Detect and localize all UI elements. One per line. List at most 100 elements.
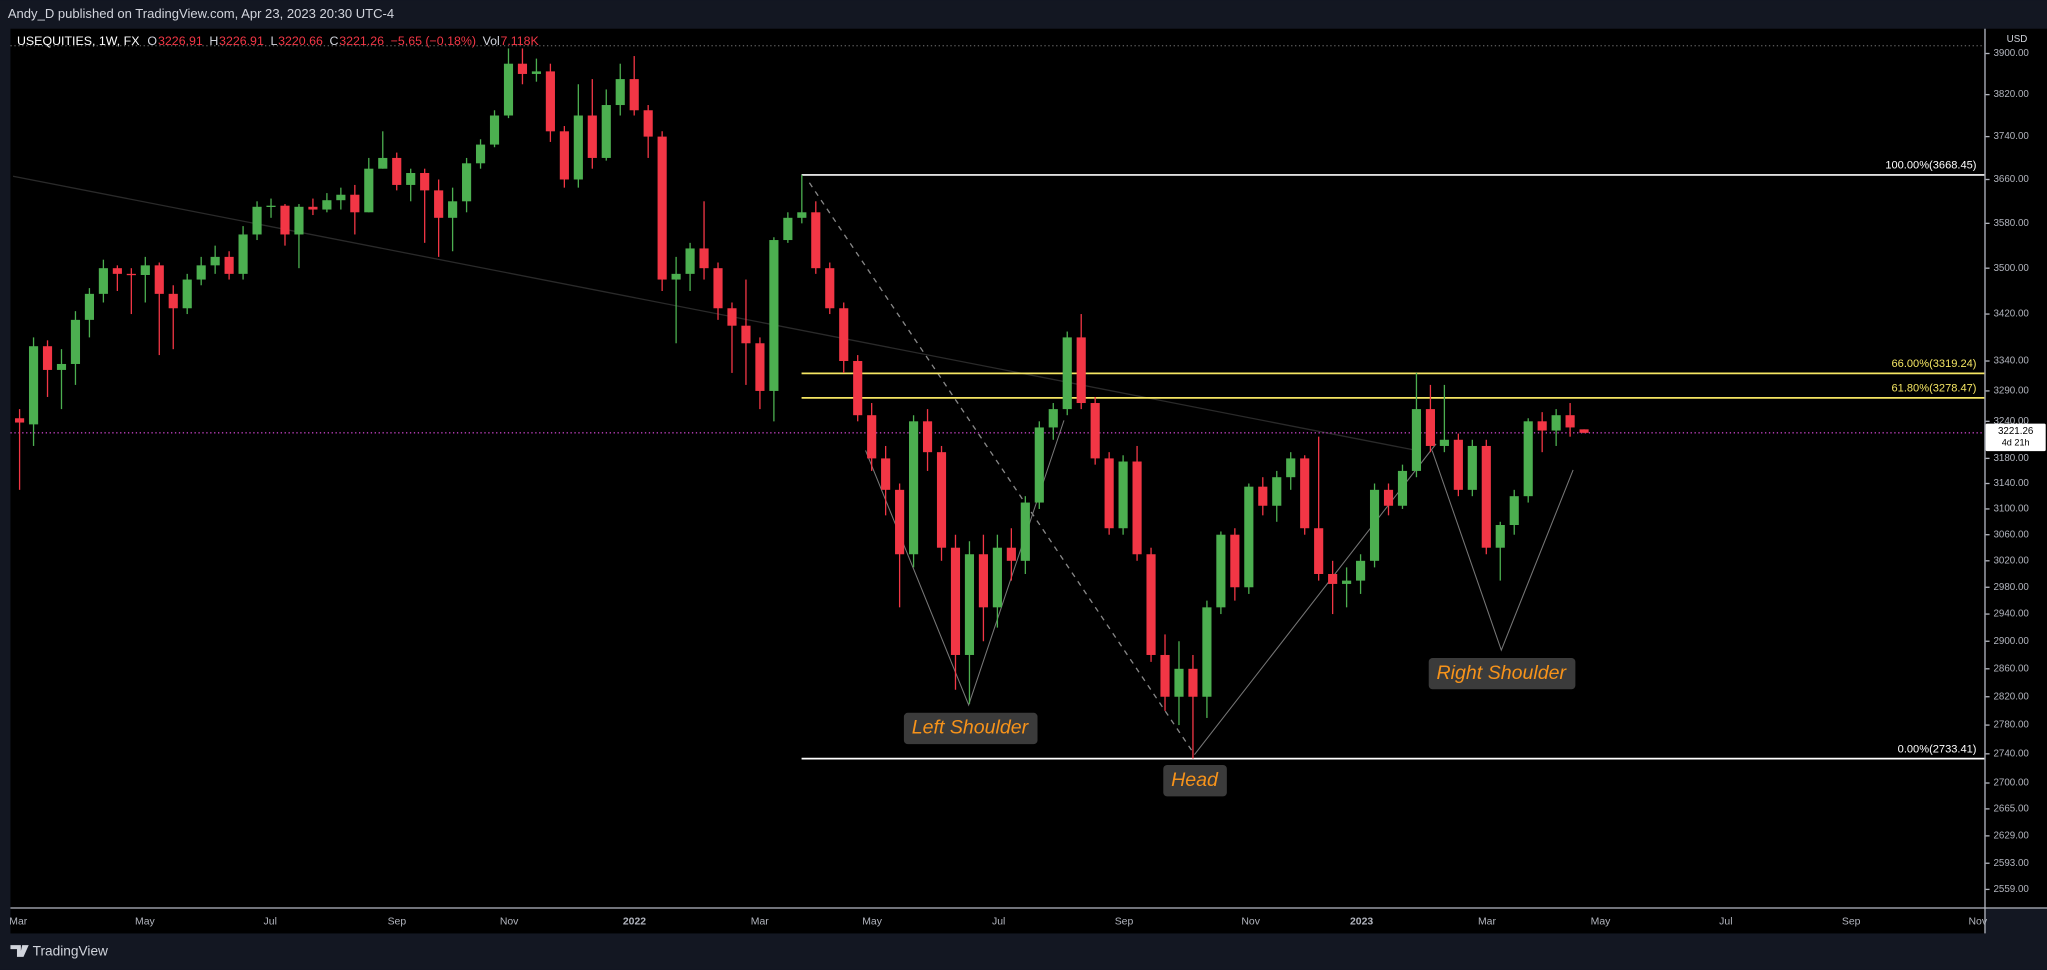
x-tick-label: Jul (1719, 916, 1732, 927)
candle-body (1188, 668, 1198, 697)
candle-body (517, 63, 528, 74)
y-tick-label: 3900.00 (1993, 48, 2029, 59)
price-axis (1985, 28, 2047, 908)
candle-body (350, 194, 360, 213)
x-tick-label: Nov (500, 916, 519, 927)
legend-key: O (147, 34, 157, 48)
candle-body (727, 308, 737, 326)
fib-label: 0.00%(2733.41) (1898, 743, 1977, 755)
candle-body (853, 361, 863, 416)
candle-body (1118, 461, 1128, 529)
candle-body (1272, 477, 1282, 506)
candle-body (1523, 421, 1533, 497)
candle-body (1411, 409, 1422, 471)
candle-body (978, 554, 988, 608)
candle-body (783, 217, 793, 241)
candle-body (895, 489, 905, 555)
candle-body (1076, 337, 1086, 404)
last-price-label: 3221.26 (1998, 426, 2034, 437)
y-tick-label: 3100.00 (1993, 504, 2029, 515)
fib-label: 100.00%(3668.45) (1885, 160, 1976, 172)
candle-body (1565, 415, 1575, 428)
candle-body (378, 157, 388, 169)
candle-body (42, 346, 53, 370)
legend-value: 3220.66 (278, 34, 323, 48)
x-tick-label: May (135, 916, 155, 927)
candle-body (1132, 461, 1142, 555)
candle-body (98, 268, 108, 294)
candle-body (1467, 445, 1477, 490)
candle-body (196, 265, 206, 280)
x-tick-label: Mar (9, 916, 27, 927)
candle-body (1328, 573, 1338, 584)
candle-body (811, 212, 821, 269)
legend-key: Vol (483, 34, 500, 48)
y-tick-label: 3340.00 (1993, 356, 2029, 367)
brand: TradingView (33, 943, 108, 958)
candle-body (308, 206, 318, 210)
candle-body (280, 205, 290, 235)
candle-body (922, 421, 933, 453)
annotation-box (1428, 657, 1576, 690)
candle-body (154, 265, 164, 294)
legend-value: 3221.26 (339, 34, 384, 48)
legend-value: 7.118K (500, 34, 539, 48)
candle-body (1481, 445, 1491, 548)
y-tick-label: 2559.00 (1993, 884, 2029, 895)
candle-body (420, 173, 430, 191)
candle-body (1551, 415, 1561, 431)
candle-body (587, 115, 597, 158)
candle-body (643, 110, 653, 137)
y-tick-label: 3580.00 (1993, 218, 2029, 229)
candle-body (294, 206, 304, 235)
candle-body (1537, 421, 1547, 431)
dashed-line (808, 182, 1196, 755)
y-tick-label: 2980.00 (1993, 582, 2029, 593)
candle-body (1034, 427, 1044, 503)
candle-body (1383, 489, 1394, 506)
candle-body (755, 343, 765, 391)
plot-area (10, 28, 1985, 908)
candle-body (1202, 607, 1212, 697)
x-tick-label: Mar (1478, 916, 1496, 927)
y-tick-label: 2593.00 (1993, 858, 2029, 869)
candle-body (964, 554, 975, 655)
fib-label: 66.00%(3319.24) (1892, 358, 1977, 370)
candle-body (364, 168, 374, 213)
y-tick-label: 3740.00 (1993, 131, 2029, 142)
candle-body (545, 71, 555, 132)
x-tick-label: Nov (1969, 916, 1988, 927)
x-tick-label: 2022 (623, 916, 646, 927)
y-tick-label: 3500.00 (1993, 263, 2029, 274)
x-tick-label: Sep (1115, 916, 1134, 927)
x-tick-label: Mar (751, 916, 769, 927)
candle-body (112, 268, 122, 274)
symbol: USEQUITIES, 1W, FX (17, 34, 140, 48)
candle-body (769, 240, 779, 391)
candle-body (1509, 496, 1519, 526)
y-tick-label: 2740.00 (1993, 748, 2029, 759)
candle-body (573, 115, 583, 180)
candle-body (1258, 486, 1268, 506)
y-tick-label: 3240.00 (1993, 416, 2029, 427)
candle-body (140, 265, 150, 275)
candle-body (1146, 554, 1156, 655)
candle-body (1495, 525, 1505, 548)
last-price-box (1985, 423, 2046, 452)
candle-body (1369, 489, 1380, 561)
candle-body (1174, 668, 1184, 697)
trend-line (12, 175, 1417, 452)
x-tick-label: Nov (1241, 916, 1260, 927)
candle-body (1579, 429, 1589, 433)
x-tick-label: Jul (264, 916, 277, 927)
candle-body (1244, 486, 1254, 588)
candle-body (56, 363, 67, 370)
legend-key: C (330, 34, 339, 48)
candle-body (84, 293, 94, 320)
x-tick-label: Sep (1842, 916, 1861, 927)
x-tick-label: 2023 (1350, 916, 1373, 927)
y-tick-label: 2860.00 (1993, 663, 2029, 674)
y-tick-label: 2900.00 (1993, 636, 2029, 647)
candle-body (559, 131, 569, 180)
